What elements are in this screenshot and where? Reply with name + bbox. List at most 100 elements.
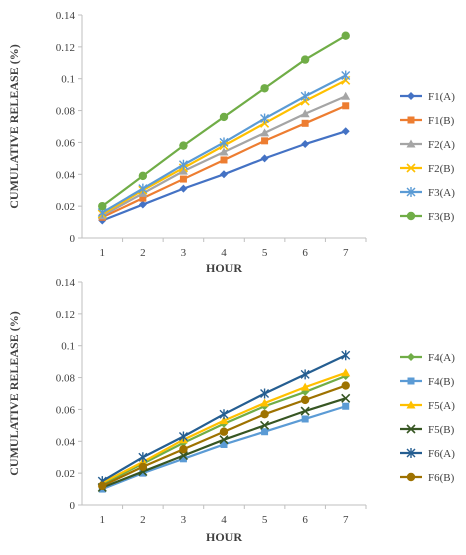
data-point [219, 137, 229, 148]
data-point [138, 183, 148, 194]
y-tick-label: 0.02 [56, 201, 75, 213]
legend-item: F5(B) [400, 424, 455, 436]
legend: F4(A) F4(B) F5(A) F5(B) F6(A) F6(B) [400, 352, 455, 484]
legend-marker [407, 116, 415, 124]
legend-marker [406, 472, 416, 482]
line-chart-2: 0 0.02 0.04 0.06 0.08 0.1 0.12 0.14 1 2 3 4 5 6 7 HOUR C… [7, 277, 455, 544]
legend-label: F6(A) [428, 448, 455, 460]
series-F3(A) [97, 70, 351, 218]
data-point [179, 455, 187, 463]
data-point [300, 55, 310, 64]
legend-item: F4(A) [400, 352, 455, 364]
y-tick-label: 0.1 [61, 74, 75, 86]
legend: F1(A) F1(B) F2(A) F2(B) F3(A) F3(B) [400, 91, 455, 223]
legend-item: F3(B) [400, 211, 455, 223]
legend-marker [406, 163, 416, 173]
data-point [301, 119, 309, 127]
data-point [342, 102, 350, 110]
data-point [220, 440, 228, 448]
data-point [178, 166, 188, 175]
legend-item: F2(A) [400, 139, 455, 151]
line-chart-1: 0 0.02 0.04 0.06 0.08 0.1 0.12 0.14 1 2 3 4 5 6 7 HOUR C… [7, 10, 455, 275]
data-point [220, 170, 228, 179]
y-tick-label: 0 [70, 500, 76, 512]
x-tick-label: 2 [140, 247, 146, 259]
x-tick-label: 5 [262, 247, 268, 259]
data-point [178, 159, 188, 170]
x-axis-title: HOUR [206, 261, 242, 275]
legend-item: F1(B) [400, 115, 455, 127]
x-tick-label: 3 [181, 514, 187, 526]
y-tick-label: 0.04 [56, 436, 76, 448]
data-point [138, 452, 148, 463]
x-tick-label: 7 [343, 514, 349, 526]
legend-marker [406, 187, 416, 197]
legend-item: F4(B) [400, 376, 455, 388]
x-tick-label: 1 [100, 247, 106, 259]
legend-item: F6(A) [400, 448, 455, 460]
x-tick-label: 4 [221, 514, 227, 526]
series-F3(B) [98, 31, 350, 211]
legend-marker [407, 92, 415, 100]
legend-label: F1(A) [428, 91, 455, 103]
series-F6(B) [98, 381, 350, 491]
data-point [260, 84, 269, 93]
data-point [98, 201, 107, 211]
y-tick-label: 0.04 [56, 169, 76, 181]
legend-marker [406, 424, 416, 434]
y-tick-label: 0.08 [56, 106, 76, 118]
data-point [219, 435, 229, 445]
data-point [341, 350, 351, 361]
legend-label: F3(A) [428, 187, 455, 199]
legend-marker [407, 353, 415, 361]
data-point [260, 420, 270, 430]
legend-label: F4(A) [428, 352, 455, 364]
y-tick-label: 0.06 [56, 404, 76, 416]
data-point [341, 31, 350, 40]
data-point [341, 368, 351, 377]
legend-item: F2(B) [400, 163, 455, 175]
x-tick-label: 4 [221, 247, 227, 259]
data-point [219, 409, 229, 420]
y-tick-label: 0.12 [56, 42, 75, 54]
y-axis-title: CUMULATIVE RELEASE (%) [7, 44, 21, 208]
y-axis-title: CUMULATIVE RELEASE (%) [7, 311, 21, 475]
y-tick-label: 0.12 [56, 309, 75, 321]
data-point [260, 154, 269, 163]
data-point [300, 91, 310, 102]
legend-label: F5(A) [428, 400, 455, 412]
data-point [301, 415, 309, 423]
data-point [179, 141, 188, 150]
x-tick-label: 6 [302, 247, 308, 259]
x-tick-label: 1 [100, 514, 106, 526]
legend-marker [407, 377, 415, 385]
legend-label: F1(B) [428, 115, 455, 127]
data-point [260, 388, 270, 399]
series-F6(A) [97, 350, 351, 487]
legend-label: F2(B) [428, 163, 455, 175]
legend-label: F3(B) [428, 211, 455, 223]
y-tick-label: 0.1 [61, 341, 75, 353]
x-tick-label: 3 [181, 247, 187, 259]
data-point [138, 200, 147, 209]
data-point [261, 428, 269, 436]
data-point [220, 156, 228, 164]
data-point [300, 109, 310, 118]
data-point [300, 406, 310, 416]
y-tick-label: 0.14 [56, 277, 76, 289]
data-point [260, 410, 269, 419]
data-point [219, 427, 229, 436]
data-point [261, 137, 269, 145]
data-point [300, 369, 310, 380]
legend-marker [406, 139, 416, 148]
data-point [98, 481, 107, 491]
data-point [341, 381, 350, 390]
legend-label: F6(B) [428, 472, 455, 484]
data-point [260, 398, 270, 407]
y-tick-label: 0.08 [56, 373, 76, 385]
data-point [179, 175, 187, 183]
data-point [219, 112, 229, 122]
data-point [138, 462, 148, 471]
